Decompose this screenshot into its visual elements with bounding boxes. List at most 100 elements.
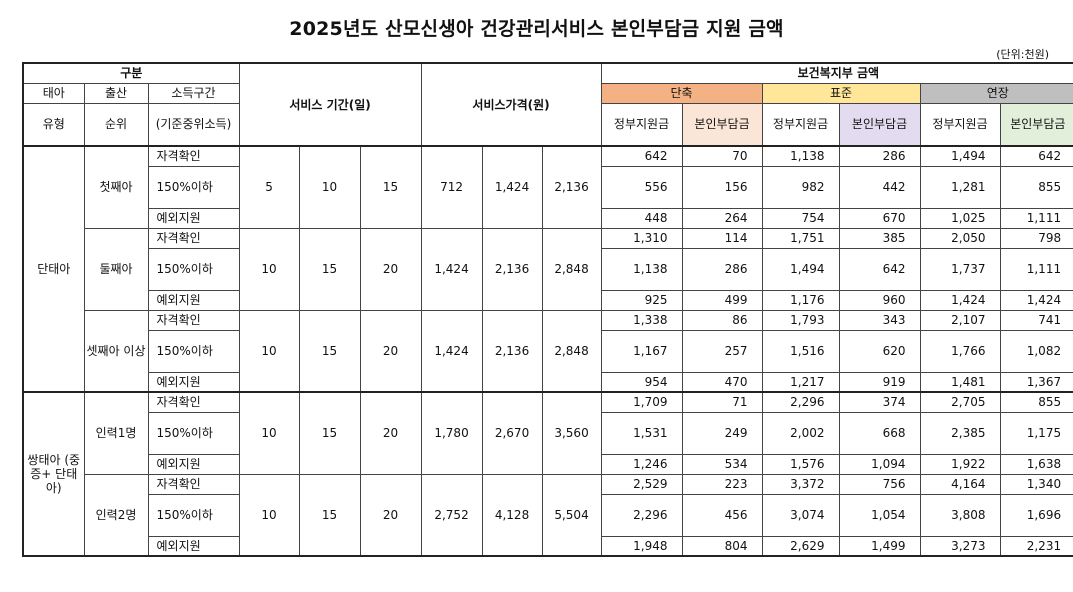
income-level-cell: 예외지원 (147, 535, 240, 557)
income-level-cell: 150%이하 (147, 411, 240, 455)
extended-own-cell: 741 (999, 309, 1073, 331)
income-level-cell: 예외지원 (147, 371, 240, 393)
short-own-cell: 804 (681, 535, 763, 557)
table-row: 150%이하 556 156 982 442 1,281 855 (23, 165, 1073, 209)
standard-own-cell: 343 (838, 309, 921, 331)
price-cell: 1,424 (481, 145, 543, 229)
standard-gov-cell: 982 (761, 165, 840, 209)
income-level-cell: 자격확인 (147, 227, 240, 249)
standard-own-cell: 286 (838, 145, 921, 167)
header-extended-own: 본인부담금 (999, 102, 1073, 147)
extended-own-cell: 1,111 (999, 207, 1073, 229)
short-gov-cell: 1,246 (600, 453, 683, 475)
table-row: 둘째아 자격확인 10 15 20 1,424 2,136 2,848 1,310 114 1,75… (23, 227, 1073, 311)
price-cell: 1,780 (420, 391, 483, 475)
standard-own-cell: 620 (838, 329, 921, 373)
standard-gov-cell: 754 (761, 207, 840, 229)
short-own-cell: 249 (681, 411, 763, 455)
period-cell: 20 (359, 309, 422, 393)
period-cell: 20 (359, 473, 422, 557)
extended-own-cell: 855 (999, 391, 1073, 413)
period-cell: 10 (238, 309, 300, 393)
price-cell: 2,752 (420, 473, 483, 557)
extended-own-cell: 1,111 (999, 247, 1073, 291)
short-own-cell: 114 (681, 227, 763, 249)
header-gubun: 구분 (22, 62, 240, 84)
header-standard-own: 본인부담금 (838, 102, 921, 147)
price-cell: 2,848 (541, 309, 602, 393)
short-gov-cell: 1,531 (600, 411, 683, 455)
standard-gov-cell: 2,629 (761, 535, 840, 557)
price-cell: 1,424 (420, 227, 483, 311)
short-own-cell: 470 (681, 371, 763, 393)
extended-own-cell: 1,340 (999, 473, 1073, 495)
short-gov-cell: 1,709 (600, 391, 683, 413)
extended-gov-cell: 1,281 (919, 165, 1001, 209)
header-short-own: 본인부담금 (681, 102, 763, 147)
short-gov-cell: 1,948 (600, 535, 683, 557)
header-standard-group: 표준 (761, 82, 921, 104)
period-cell: 15 (298, 309, 361, 393)
income-level-cell: 자격확인 (147, 309, 240, 331)
price-cell: 5,504 (541, 473, 602, 557)
price-cell: 2,136 (541, 145, 602, 229)
income-level-cell: 예외지원 (147, 207, 240, 229)
short-own-cell: 264 (681, 207, 763, 229)
price-cell: 2,136 (481, 227, 543, 311)
unit-label: (단위:천원) (996, 48, 1049, 61)
standard-gov-cell: 2,296 (761, 391, 840, 413)
header-taea: 태아 (22, 82, 85, 104)
table-row: 150%이하 1,167 257 1,516 620 1,766 1,082 (23, 329, 1073, 373)
short-gov-cell: 1,138 (600, 247, 683, 291)
extended-own-cell: 2,231 (999, 535, 1073, 557)
period-cell: 10 (238, 391, 300, 475)
income-level-cell: 자격확인 (147, 145, 240, 167)
header-sodeuk-note: (기준중위소득) (147, 102, 240, 147)
short-gov-cell: 1,338 (600, 309, 683, 331)
order-cell: 둘째아 (83, 227, 149, 311)
income-level-cell: 150%이하 (147, 493, 240, 537)
header-extended-group: 연장 (919, 82, 1073, 104)
price-cell: 3,560 (541, 391, 602, 475)
support-amount-table: 구분 서비스 기간(일) 서비스가격(원) 보건복지부 금액 태아 출산 소득구… (22, 62, 1073, 557)
extended-gov-cell: 1,424 (919, 289, 1001, 311)
extended-gov-cell: 2,107 (919, 309, 1001, 331)
header-welfare-amount: 보건복지부 금액 (600, 62, 1073, 84)
extended-own-cell: 1,696 (999, 493, 1073, 537)
table-row: 셋째아 이상 자격확인 10 15 20 1,424 2,136 2,848 1,338 86 1,… (23, 309, 1073, 393)
income-level-cell: 150%이하 (147, 247, 240, 291)
header-service-period: 서비스 기간(일) (238, 62, 422, 147)
period-cell: 15 (298, 391, 361, 475)
order-cell: 첫째아 (83, 145, 149, 229)
standard-own-cell: 919 (838, 371, 921, 393)
extended-gov-cell: 1,025 (919, 207, 1001, 229)
income-level-cell: 150%이하 (147, 329, 240, 373)
header-extended-gov: 정부지원금 (919, 102, 1001, 147)
extended-gov-cell: 2,050 (919, 227, 1001, 249)
extended-own-cell: 1,175 (999, 411, 1073, 455)
short-own-cell: 156 (681, 165, 763, 209)
income-level-cell: 예외지원 (147, 453, 240, 475)
header-yuhyeong: 유형 (22, 102, 85, 147)
extended-gov-cell: 2,385 (919, 411, 1001, 455)
short-gov-cell: 556 (600, 165, 683, 209)
short-own-cell: 499 (681, 289, 763, 311)
period-cell: 10 (298, 145, 361, 229)
extended-own-cell: 642 (999, 145, 1073, 167)
short-own-cell: 86 (681, 309, 763, 331)
standard-own-cell: 1,054 (838, 493, 921, 537)
short-own-cell: 223 (681, 473, 763, 495)
table-row: 예외지원 925 499 1,176 960 1,424 1,424 (23, 289, 1073, 311)
short-own-cell: 71 (681, 391, 763, 413)
extended-gov-cell: 1,922 (919, 453, 1001, 475)
income-level-cell: 150%이하 (147, 165, 240, 209)
table-row: 예외지원 1,948 804 2,629 1,499 3,273 2,231 (23, 535, 1073, 557)
extended-own-cell: 1,367 (999, 371, 1073, 393)
short-gov-cell: 925 (600, 289, 683, 311)
standard-gov-cell: 1,176 (761, 289, 840, 311)
standard-gov-cell: 1,516 (761, 329, 840, 373)
extended-own-cell: 1,638 (999, 453, 1073, 475)
table-row: 예외지원 1,246 534 1,576 1,094 1,922 1,638 (23, 453, 1073, 475)
extended-gov-cell: 1,766 (919, 329, 1001, 373)
short-own-cell: 534 (681, 453, 763, 475)
